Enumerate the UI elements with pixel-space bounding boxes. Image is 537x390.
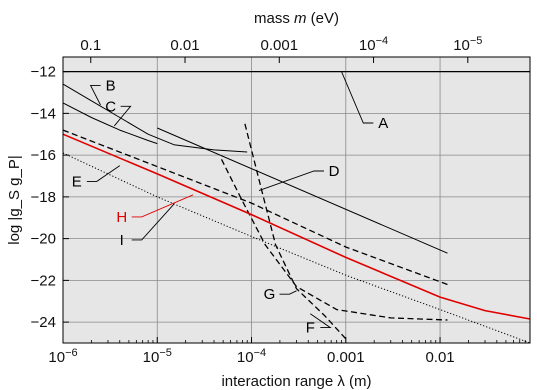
- y-tick-label: −20: [31, 231, 56, 248]
- y-tick-label: −22: [31, 272, 56, 289]
- top-tick-label: 0.01: [170, 37, 199, 54]
- series-label-g: G: [264, 286, 276, 303]
- series-label-e: E: [72, 173, 82, 190]
- series-label-f: F: [306, 320, 315, 337]
- plot-area: [63, 57, 530, 343]
- series-label-i: I: [120, 232, 124, 249]
- series-e-line: [62, 129, 448, 286]
- y-tick-label: −18: [31, 189, 56, 206]
- top-tick-label: 10−4: [359, 35, 388, 54]
- series-label-d: D: [329, 163, 340, 180]
- series-i-line: [62, 152, 531, 344]
- series-b-line: [62, 83, 248, 153]
- callout-leader-i: [131, 203, 175, 241]
- series-group: [62, 71, 531, 344]
- grid: [62, 57, 530, 343]
- series-label-h: H: [116, 209, 127, 226]
- x-axis-label: interaction range λ (m): [221, 373, 371, 390]
- y-tick-label: −16: [31, 147, 56, 164]
- series-h-line: [62, 133, 531, 320]
- series-c-line: [62, 102, 158, 145]
- callout-leader-b: [89, 84, 101, 106]
- y-tick-label: −14: [31, 105, 56, 122]
- series-f-line: [244, 123, 347, 340]
- top-tick-label: 0.1: [80, 37, 101, 54]
- series-label-a: A: [378, 115, 388, 132]
- x-tick-label: 10−4: [237, 347, 266, 366]
- x-tick-label: 10−6: [48, 347, 77, 366]
- x-tick-label: 0.01: [425, 349, 454, 366]
- y-tick-label: −12: [31, 64, 56, 81]
- top-axis-label: mass m (eV): [254, 10, 339, 27]
- y-axis-label: log |g_S g_P|: [6, 155, 23, 245]
- series-d-line: [157, 127, 448, 254]
- callout-leader-c: [113, 105, 132, 127]
- series-label-c: C: [105, 98, 116, 115]
- callout-leader-e: [86, 165, 121, 182]
- top-tick-label: 0.001: [261, 37, 299, 54]
- callout-leader-h: [131, 194, 194, 218]
- x-tick-label: 10−5: [143, 347, 172, 366]
- callout-leader-g: [279, 290, 297, 295]
- series-label-b: B: [106, 77, 116, 94]
- x-tick-label: 0.001: [327, 349, 365, 366]
- series-g-line: [220, 159, 448, 321]
- top-tick-label: 10−5: [453, 35, 482, 54]
- callout-leader-d: [258, 170, 324, 192]
- y-tick-label: −24: [31, 314, 56, 331]
- callouts: A BC D E F G HI: [72, 71, 388, 337]
- ticks: 10−6 10−5 10−4 0.001 0.01 0.1 0.01 0.001 10−4 10−…: [31, 35, 531, 366]
- callout-leader-f: [310, 313, 332, 329]
- callout-leader-a: [341, 71, 374, 124]
